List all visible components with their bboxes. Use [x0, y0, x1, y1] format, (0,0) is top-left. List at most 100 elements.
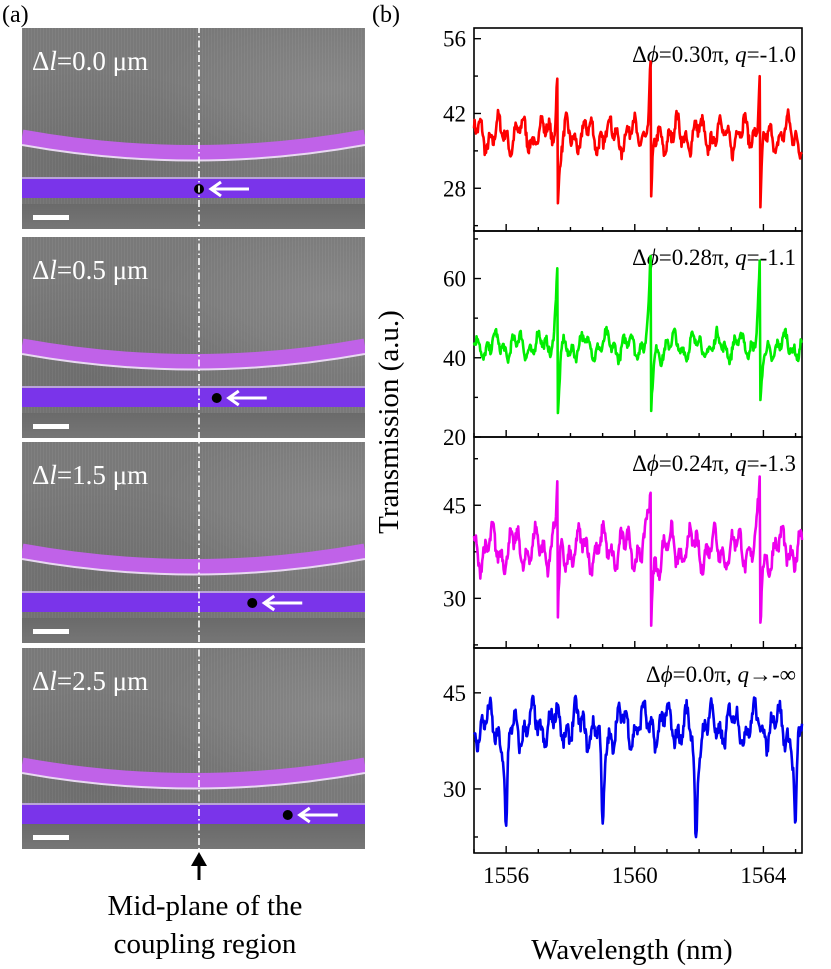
particle-dot — [211, 393, 222, 403]
bus-edge — [22, 386, 365, 388]
y-tick-label: 40 — [443, 346, 466, 371]
bus-waveguide — [22, 388, 365, 407]
q-value: =-1.1 — [747, 245, 796, 270]
series-annotation: Δϕ=0.30π, q=-1.0 — [632, 42, 796, 67]
y-axis-label: Transmission (a.u.) — [373, 310, 405, 534]
delta-symbol: Δ — [632, 42, 647, 67]
delta-l-label: Δl=2.5 μm — [32, 666, 148, 697]
series-annotation: Δϕ=0.24π, q=-1.3 — [632, 451, 796, 476]
delta-l-value: =1.5 μm — [56, 460, 149, 490]
delta-l-value: =0.5 μm — [56, 255, 149, 285]
white-arrow — [226, 389, 267, 407]
x-tick-label: 1564 — [740, 863, 787, 888]
delta-symbol: Δ — [646, 662, 661, 687]
delta-l-label: Δl=0.0 μm — [32, 46, 148, 77]
q-value: =-1.3 — [747, 451, 796, 476]
y-tick-label: 30 — [443, 586, 466, 611]
scale-bar — [33, 629, 69, 634]
particle-dot — [247, 598, 258, 608]
caption-line-1: Mid-plane of the — [107, 890, 303, 922]
ring-waveguide — [22, 129, 365, 160]
mid-plane-arrow-head — [191, 852, 207, 866]
spectrum-panel: 20 40 60 Δϕ=0.28π, q=-1.1 — [443, 230, 804, 450]
ring-waveguide — [22, 338, 365, 369]
bus-waveguide — [22, 805, 365, 824]
series-annotation: Δϕ=0.0π, q→-∞ — [646, 662, 796, 687]
phi-value: =0.0π, — [673, 662, 738, 687]
y-tick-label: 42 — [443, 101, 466, 126]
q-symbol: q — [735, 245, 747, 270]
delta-symbol: Δ — [632, 451, 647, 476]
l-variable: l — [49, 46, 57, 76]
delta-symbol: Δ — [32, 255, 50, 285]
x-tick-label: 1560 — [612, 863, 658, 888]
sem-panel: Δl=0.5 μm — [22, 237, 365, 438]
delta-l-value: =2.5 μm — [56, 666, 149, 696]
delta-l-value: =0.0 μm — [56, 46, 149, 76]
y-tick-label: 30 — [443, 777, 466, 802]
scale-bar — [33, 215, 69, 220]
l-variable: l — [49, 666, 57, 696]
x-axis-label: Wavelength (nm) — [531, 934, 732, 966]
q-symbol: q — [735, 42, 747, 67]
ring-edge — [22, 144, 365, 162]
phi-symbol: ϕ — [647, 42, 659, 67]
panel-a-label: (a) — [2, 2, 29, 28]
y-tick-label: 45 — [443, 681, 466, 706]
ring-waveguide — [22, 543, 365, 574]
particle-dot — [282, 810, 293, 820]
delta-symbol: Δ — [632, 245, 647, 270]
y-tick-label: 56 — [443, 27, 466, 52]
panel-frame — [473, 647, 803, 854]
spectrum-line — [472, 60, 803, 209]
spectrum-panel: 28 42 56 Δϕ=0.30π, q=-1.0 — [443, 27, 803, 232]
mid-plane-overlay — [191, 26, 207, 880]
scale-bar — [33, 835, 69, 840]
phi-symbol: ϕ — [661, 662, 673, 687]
scale-bar — [33, 424, 69, 429]
white-arrow — [208, 180, 249, 198]
phi-value: =0.28π, — [659, 245, 735, 270]
phi-symbol: ϕ — [647, 451, 659, 476]
ring-edge — [22, 353, 365, 371]
delta-l-label: Δl=0.5 μm — [32, 255, 148, 286]
phi-value: =0.24π, — [659, 451, 735, 476]
ring-edge — [22, 558, 365, 576]
caption-line-2: coupling region — [113, 928, 297, 960]
q-value: =-1.0 — [747, 42, 796, 67]
y-tick-label: 20 — [443, 425, 466, 450]
x-tick-label: 1556 — [483, 863, 529, 888]
phi-symbol: ϕ — [647, 245, 659, 270]
sem-panel: Δl=2.5 μm — [22, 648, 365, 849]
l-variable: l — [49, 460, 57, 490]
spectrum-panel: 30 45 Δϕ=0.0π, q→-∞ — [443, 647, 804, 854]
sem-panel: Δl=1.5 μm — [22, 442, 365, 643]
spectrum-line — [472, 694, 804, 839]
spectrum-line — [472, 254, 804, 415]
panel-b-label: (b) — [372, 2, 400, 28]
l-variable: l — [49, 255, 57, 285]
delta-l-label: Δl=1.5 μm — [32, 460, 148, 491]
bus-waveguide — [22, 593, 365, 612]
y-tick-label: 60 — [443, 267, 466, 292]
bus-edge — [22, 803, 365, 805]
q-value: →-∞ — [749, 662, 796, 687]
delta-symbol: Δ — [32, 46, 50, 76]
y-tick-label: 45 — [443, 493, 466, 518]
bus-edge — [22, 177, 365, 179]
sem-panel: Δl=0.0 μm — [22, 28, 365, 229]
delta-symbol: Δ — [32, 666, 50, 696]
bus-waveguide — [22, 179, 365, 198]
phi-value: =0.30π, — [659, 42, 735, 67]
spectrum-panel: 30 45 Δϕ=0.24π, q=-1.3 — [443, 436, 804, 649]
spectrum-line — [472, 475, 804, 627]
delta-symbol: Δ — [32, 460, 50, 490]
y-tick-label: 28 — [443, 176, 466, 201]
ring-edge — [22, 772, 365, 790]
ring-waveguide — [22, 757, 365, 788]
q-symbol: q — [737, 662, 749, 687]
white-arrow — [261, 594, 303, 612]
white-arrow — [297, 806, 338, 824]
